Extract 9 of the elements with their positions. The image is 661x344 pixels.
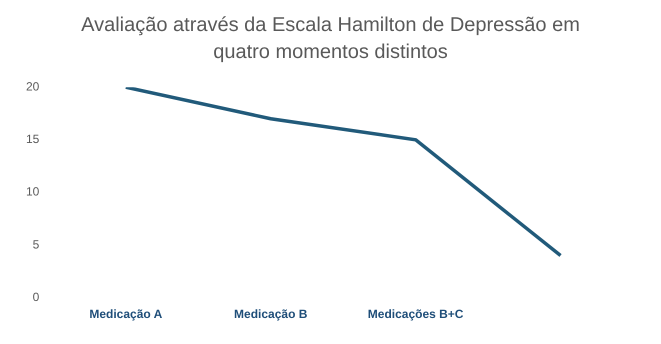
y-tick-label: 0 (32, 290, 40, 304)
x-tick-label: Medicações B+C (368, 307, 464, 322)
y-tick-label: 20 (26, 80, 40, 94)
y-tick-label: 10 (26, 184, 40, 199)
x-tick-label: Medicação B (234, 307, 308, 322)
y-tick-label: 5 (32, 237, 40, 252)
chart-title: Avaliação através da Escala Hamilton de Depressão em quatro momentos distintos (80, 13, 581, 65)
y-tick-label: 15 (26, 132, 40, 146)
x-tick-label: Medicação A (89, 307, 163, 322)
